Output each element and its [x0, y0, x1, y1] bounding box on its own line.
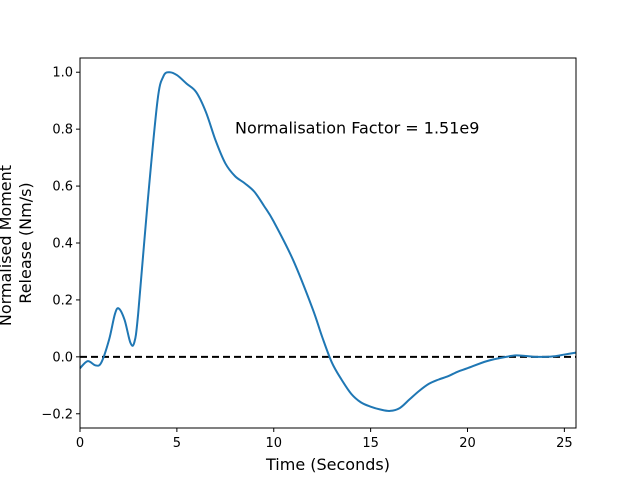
y-tick-label: 0.6: [52, 180, 73, 195]
x-axis-ticks: 0 5 10 15 20 25: [76, 428, 573, 451]
x-tick-label: 0: [76, 436, 84, 451]
y-tick-label: 0.4: [52, 237, 73, 252]
y-tick-label: 1.0: [52, 66, 73, 81]
y-tick-label: 0.8: [52, 123, 73, 138]
x-tick-label: 5: [173, 436, 181, 451]
x-tick-label: 25: [556, 436, 573, 451]
y-tick-label: 0.2: [52, 293, 73, 308]
y-axis-label-line-2: Release (Nm/s): [16, 182, 35, 303]
x-axis-label: Time (Seconds): [265, 455, 390, 474]
plot-area: [80, 58, 576, 428]
y-tick-label: 0.0: [52, 350, 73, 365]
series-layer: [79, 71, 577, 412]
normalisation-factor-annotation: Normalisation Factor = 1.51e9: [235, 119, 479, 138]
y-axis-label-line-1: Normalised Moment: [0, 165, 15, 326]
x-tick-label: 10: [265, 436, 282, 451]
y-axis-label: Normalised Moment Release (Nm/s): [0, 160, 35, 326]
x-tick-label: 15: [362, 436, 379, 451]
moment-release-line: [79, 71, 577, 412]
y-axis-ticks: −0.2 0.0 0.2 0.4 0.6 0.8 1.0: [41, 66, 80, 422]
x-tick-label: 20: [459, 436, 476, 451]
y-tick-label: −0.2: [41, 407, 73, 422]
